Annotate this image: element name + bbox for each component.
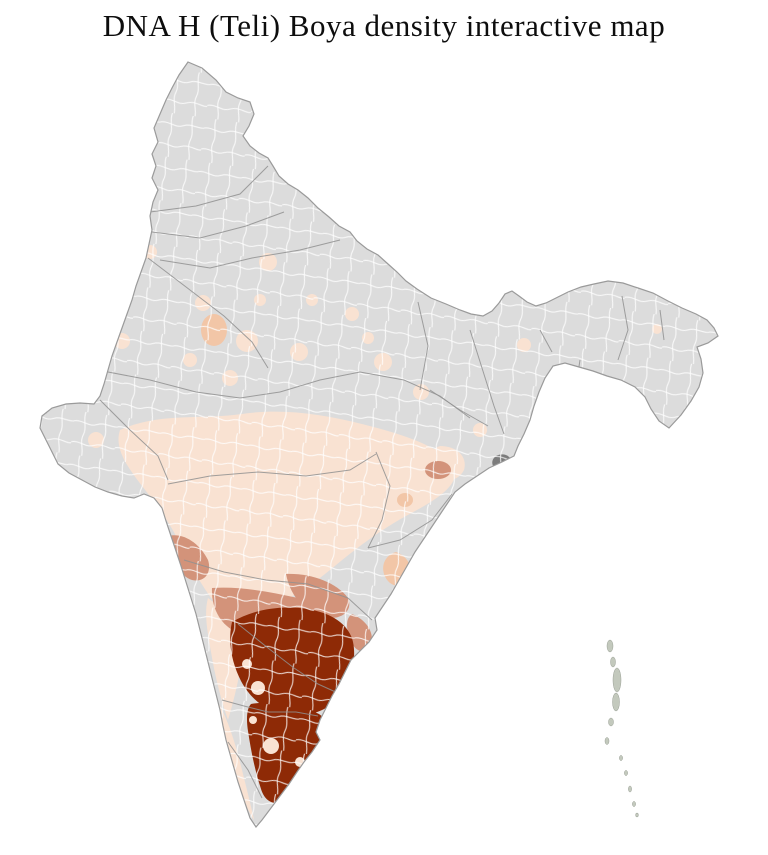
island[interactable] (610, 656, 616, 668)
state-line (417, 301, 429, 391)
state-line (221, 699, 319, 717)
island[interactable] (635, 812, 639, 818)
state-line (367, 451, 391, 549)
state-line (539, 329, 553, 353)
state-line (99, 399, 169, 481)
state-line (367, 493, 453, 549)
india-outline (39, 61, 719, 828)
state-line (167, 453, 377, 485)
state-line (147, 257, 269, 369)
state-line (149, 165, 269, 213)
low-spot[interactable] (602, 386, 614, 398)
state-line (107, 371, 281, 399)
island[interactable] (624, 770, 628, 776)
state-line (347, 597, 373, 621)
island[interactable] (628, 785, 632, 793)
island[interactable] (606, 639, 614, 653)
island[interactable] (612, 692, 620, 712)
state-line (183, 559, 349, 599)
island[interactable] (619, 755, 623, 761)
state-line (151, 211, 285, 239)
state-line (227, 741, 263, 799)
state-line (159, 239, 341, 269)
island[interactable] (612, 667, 622, 693)
state-line (617, 295, 629, 361)
island[interactable] (632, 801, 636, 807)
state-line (429, 389, 489, 427)
state-line (659, 309, 665, 341)
island[interactable] (608, 717, 614, 727)
state-line (237, 623, 341, 695)
page-title: DNA H (Teli) Boya density interactive ma… (102, 8, 666, 43)
island[interactable] (604, 737, 610, 745)
andaman-nicobar-islands[interactable] (604, 639, 639, 818)
state-line (469, 329, 505, 435)
